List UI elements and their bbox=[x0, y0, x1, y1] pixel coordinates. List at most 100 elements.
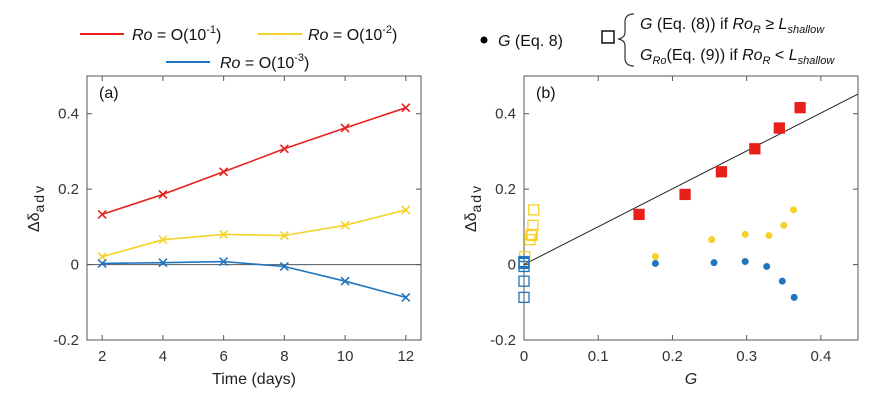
legend-g: G bbox=[498, 33, 510, 50]
a-marker-stroke bbox=[401, 205, 411, 215]
a-ytick-label: 0 bbox=[71, 257, 79, 274]
legend-sub: shallow bbox=[787, 24, 825, 36]
a-marker-stroke bbox=[219, 256, 229, 267]
legend-eq: (Eq. (9)) if bbox=[667, 47, 743, 64]
legend-square-icon bbox=[601, 30, 615, 44]
a-marker-stroke bbox=[158, 189, 168, 199]
a-series-line-1 bbox=[101, 209, 406, 258]
a-marker-stroke bbox=[340, 220, 350, 230]
b-square-marker bbox=[679, 188, 691, 201]
legend-g: G bbox=[640, 16, 652, 33]
a-point-marker bbox=[279, 230, 289, 241]
legend-ro: Ro bbox=[132, 27, 153, 44]
a-point-marker bbox=[97, 209, 107, 219]
a-marker-stroke bbox=[340, 276, 350, 286]
a-point-marker bbox=[279, 144, 289, 154]
b-xtick-label: 0.3 bbox=[736, 348, 757, 365]
a-xtick-label: 12 bbox=[397, 348, 414, 365]
b-square-marker bbox=[527, 204, 540, 216]
panel-a-chart: 2 4 6 8 10 12 -0.2 0 0.2 0.4 (a) Time (days) Δδadv bbox=[26, 75, 422, 388]
legend-ro: Ro bbox=[742, 47, 763, 64]
legend-brace bbox=[617, 13, 635, 67]
b-square-marker bbox=[715, 166, 728, 178]
a-marker-stroke bbox=[279, 230, 289, 241]
legend-exp: -2 bbox=[382, 24, 392, 36]
a-point-marker bbox=[219, 167, 229, 177]
a-ytick-label: 0.4 bbox=[58, 106, 79, 123]
legend-label-1: Ro = O(10-2) bbox=[308, 24, 397, 44]
b-ytick-label: 0.2 bbox=[495, 181, 516, 198]
legend-close: ) bbox=[392, 27, 397, 44]
a-xtick-label: 8 bbox=[280, 348, 288, 365]
a-point-marker bbox=[158, 258, 168, 268]
b-square-marker bbox=[794, 102, 806, 114]
a-marker-stroke bbox=[97, 258, 107, 269]
a-marker-stroke bbox=[219, 167, 229, 177]
legend-sub: R bbox=[753, 24, 761, 36]
a-xtick-label: 6 bbox=[219, 348, 227, 365]
legend-ro: Ro bbox=[732, 16, 753, 33]
a-point-marker bbox=[219, 256, 229, 267]
a-xtick-label: 2 bbox=[98, 348, 106, 365]
a-point-marker bbox=[401, 205, 411, 215]
b-square-marker bbox=[527, 219, 539, 231]
b-ytick-label: -0.2 bbox=[490, 332, 516, 349]
b-dot-marker bbox=[651, 253, 659, 261]
a-marker-stroke bbox=[279, 261, 289, 272]
b-square-marker bbox=[773, 122, 785, 134]
a-point-marker bbox=[279, 261, 289, 272]
b-dot-marker bbox=[763, 262, 771, 270]
a-y-axis-label: Δδadv bbox=[26, 184, 47, 232]
b-plot-frame bbox=[523, 75, 859, 341]
legend-sub: Ro bbox=[652, 55, 666, 67]
a-marker-stroke bbox=[219, 229, 229, 239]
b-square-marker bbox=[518, 260, 530, 273]
b-fit-line bbox=[524, 93, 858, 266]
b-ytick-label: 0.4 bbox=[495, 106, 516, 123]
a-point-marker bbox=[340, 220, 350, 230]
a-point-marker bbox=[158, 189, 168, 199]
a-ytick-label: -0.2 bbox=[53, 332, 79, 349]
legend-op: ≥ bbox=[761, 16, 779, 33]
legend-exp: -3 bbox=[294, 52, 304, 64]
b-dot-marker bbox=[790, 293, 798, 301]
legend-eq: = O(10 bbox=[240, 55, 294, 72]
a-xtick-label: 4 bbox=[159, 348, 167, 365]
legend-dot-icon bbox=[480, 36, 488, 44]
legend-op: < bbox=[770, 47, 788, 64]
b-dot-marker bbox=[778, 277, 786, 285]
legend-ro: Ro bbox=[308, 27, 329, 44]
legend-square-line2: GRo(Eq. (9)) if RoR < Lshallow bbox=[640, 47, 835, 67]
legend-exp: -1 bbox=[206, 24, 216, 36]
a-marker-stroke bbox=[97, 209, 107, 219]
b-x-axis-label: G bbox=[685, 371, 697, 388]
a-plot-area bbox=[87, 103, 421, 302]
legend-dot-label: G (Eq. 8) bbox=[498, 33, 563, 50]
legend-eq8: (Eq. 8) bbox=[510, 33, 562, 50]
a-point-marker bbox=[340, 123, 350, 133]
a-series-line-2 bbox=[102, 260, 407, 299]
a-marker-stroke bbox=[340, 123, 350, 133]
a-panel-label: (a) bbox=[99, 85, 119, 102]
b-plot-area bbox=[524, 93, 858, 301]
a-point-marker bbox=[401, 103, 411, 113]
legend-ro: Ro bbox=[220, 55, 241, 72]
b-y-axis-label: Δδadv bbox=[463, 184, 484, 232]
b-square-marker bbox=[518, 275, 530, 287]
a-ytick-label: 0.2 bbox=[58, 181, 79, 198]
a-x-axis-label: Time (days) bbox=[212, 371, 296, 388]
b-dot-marker bbox=[741, 258, 749, 266]
b-dot-marker bbox=[789, 206, 797, 214]
b-xtick-label: 0 bbox=[520, 348, 528, 365]
a-xtick-label: 10 bbox=[337, 348, 354, 365]
a-marker-stroke bbox=[158, 258, 168, 268]
legend-square-line1: G (Eq. (8)) if RoR ≥ Lshallow bbox=[640, 16, 825, 36]
b-dot-marker bbox=[708, 236, 716, 244]
b-dot-marker bbox=[765, 232, 773, 240]
b-square-marker bbox=[518, 291, 530, 304]
legend-close: ) bbox=[216, 27, 221, 44]
b-panel-label: (b) bbox=[536, 85, 556, 102]
b-xtick-label: 0.4 bbox=[810, 348, 831, 365]
a-plot-frame bbox=[86, 75, 422, 341]
